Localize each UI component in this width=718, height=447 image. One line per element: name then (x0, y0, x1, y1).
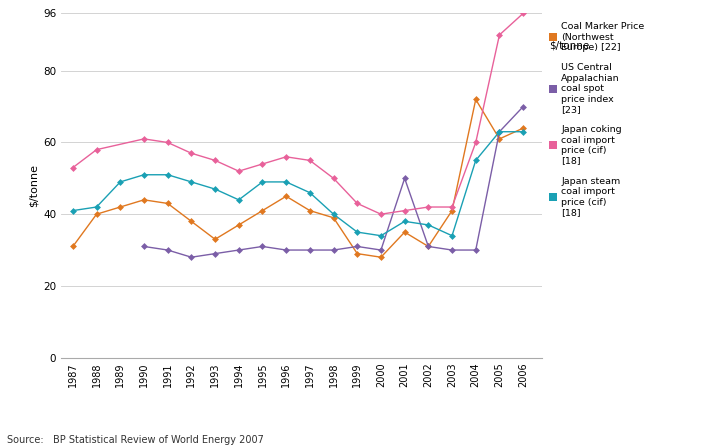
Japan coking
coal import
price (cif)
[18] (93, 147, 101, 152)
Japan steam
coal import
price (cif)
[18] (495, 129, 504, 135)
Japan steam
coal import
price (cif)
[18] (164, 172, 172, 177)
Coal Marker Price
(Northwest
Europe) [22] (306, 208, 314, 213)
US Central
Appalachian
coal spot
price index
[23] (211, 251, 220, 256)
Japan coking
coal import
price (cif)
[18] (69, 165, 78, 170)
Japan steam
coal import
price (cif)
[18] (306, 190, 314, 195)
Japan coking
coal import
price (cif)
[18] (424, 204, 433, 210)
Coal Marker Price
(Northwest
Europe) [22] (235, 222, 243, 228)
Japan coking
coal import
price (cif)
[18] (448, 204, 457, 210)
US Central
Appalachian
coal spot
price index
[23] (164, 247, 172, 253)
Japan coking
coal import
price (cif)
[18] (353, 201, 362, 206)
Japan coking
coal import
price (cif)
[18] (187, 151, 196, 156)
Japan coking
coal import
price (cif)
[18] (495, 32, 504, 38)
Japan steam
coal import
price (cif)
[18] (69, 208, 78, 213)
Japan steam
coal import
price (cif)
[18] (187, 179, 196, 185)
Coal Marker Price
(Northwest
Europe) [22] (472, 97, 480, 102)
Japan steam
coal import
price (cif)
[18] (353, 229, 362, 235)
US Central
Appalachian
coal spot
price index
[23] (187, 254, 196, 260)
US Central
Appalachian
coal spot
price index
[23] (353, 244, 362, 249)
Japan steam
coal import
price (cif)
[18] (116, 179, 125, 185)
Japan coking
coal import
price (cif)
[18] (519, 11, 528, 16)
US Central
Appalachian
coal spot
price index
[23] (235, 247, 243, 253)
Line: Japan steam
coal import
price (cif)
[18]: Japan steam coal import price (cif) [18] (70, 129, 526, 238)
US Central
Appalachian
coal spot
price index
[23] (377, 247, 386, 253)
Japan coking
coal import
price (cif)
[18] (211, 158, 220, 163)
US Central
Appalachian
coal spot
price index
[23] (306, 247, 314, 253)
Coal Marker Price
(Northwest
Europe) [22] (258, 208, 267, 213)
Japan steam
coal import
price (cif)
[18] (424, 222, 433, 228)
Japan coking
coal import
price (cif)
[18] (472, 140, 480, 145)
Coal Marker Price
(Northwest
Europe) [22] (424, 244, 433, 249)
Japan coking
coal import
price (cif)
[18] (330, 176, 338, 181)
Japan coking
coal import
price (cif)
[18] (140, 136, 149, 142)
Japan steam
coal import
price (cif)
[18] (519, 129, 528, 135)
Coal Marker Price
(Northwest
Europe) [22] (140, 197, 149, 202)
US Central
Appalachian
coal spot
price index
[23] (472, 247, 480, 253)
US Central
Appalachian
coal spot
price index
[23] (282, 247, 291, 253)
Japan steam
coal import
price (cif)
[18] (93, 204, 101, 210)
Line: US Central
Appalachian
coal spot
price index
[23]: US Central Appalachian coal spot price i… (141, 104, 526, 260)
US Central
Appalachian
coal spot
price index
[23] (424, 244, 433, 249)
Japan steam
coal import
price (cif)
[18] (448, 233, 457, 238)
US Central
Appalachian
coal spot
price index
[23] (448, 247, 457, 253)
Coal Marker Price
(Northwest
Europe) [22] (164, 201, 172, 206)
Line: Coal Marker Price
(Northwest
Europe) [22]: Coal Marker Price (Northwest Europe) [22… (70, 97, 526, 260)
US Central
Appalachian
coal spot
price index
[23] (330, 247, 338, 253)
Coal Marker Price
(Northwest
Europe) [22] (448, 208, 457, 213)
Japan coking
coal import
price (cif)
[18] (401, 208, 409, 213)
Coal Marker Price
(Northwest
Europe) [22] (495, 136, 504, 142)
US Central
Appalachian
coal spot
price index
[23] (401, 176, 409, 181)
Coal Marker Price
(Northwest
Europe) [22] (377, 254, 386, 260)
Japan coking
coal import
price (cif)
[18] (282, 154, 291, 160)
Coal Marker Price
(Northwest
Europe) [22] (93, 211, 101, 217)
Japan steam
coal import
price (cif)
[18] (282, 179, 291, 185)
Japan coking
coal import
price (cif)
[18] (164, 140, 172, 145)
US Central
Appalachian
coal spot
price index
[23] (519, 104, 528, 110)
US Central
Appalachian
coal spot
price index
[23] (495, 129, 504, 135)
Japan coking
coal import
price (cif)
[18] (258, 161, 267, 167)
Coal Marker Price
(Northwest
Europe) [22] (401, 229, 409, 235)
Japan steam
coal import
price (cif)
[18] (258, 179, 267, 185)
Japan steam
coal import
price (cif)
[18] (377, 233, 386, 238)
Text: $/tonne: $/tonne (549, 40, 589, 50)
Coal Marker Price
(Northwest
Europe) [22] (282, 194, 291, 199)
Coal Marker Price
(Northwest
Europe) [22] (353, 251, 362, 256)
US Central
Appalachian
coal spot
price index
[23] (258, 244, 267, 249)
Japan steam
coal import
price (cif)
[18] (330, 211, 338, 217)
Japan coking
coal import
price (cif)
[18] (235, 169, 243, 174)
Coal Marker Price
(Northwest
Europe) [22] (116, 204, 125, 210)
Japan steam
coal import
price (cif)
[18] (140, 172, 149, 177)
Japan coking
coal import
price (cif)
[18] (377, 211, 386, 217)
Japan steam
coal import
price (cif)
[18] (235, 197, 243, 202)
Japan steam
coal import
price (cif)
[18] (401, 219, 409, 224)
Japan steam
coal import
price (cif)
[18] (472, 158, 480, 163)
Coal Marker Price
(Northwest
Europe) [22] (69, 244, 78, 249)
Coal Marker Price
(Northwest
Europe) [22] (211, 236, 220, 242)
Y-axis label: $/tonne: $/tonne (29, 164, 39, 207)
Coal Marker Price
(Northwest
Europe) [22] (519, 126, 528, 131)
Japan coking
coal import
price (cif)
[18] (306, 158, 314, 163)
Text: Source:   BP Statistical Review of World Energy 2007: Source: BP Statistical Review of World E… (7, 435, 264, 445)
Coal Marker Price
(Northwest
Europe) [22] (330, 215, 338, 220)
Japan steam
coal import
price (cif)
[18] (211, 186, 220, 192)
Coal Marker Price
(Northwest
Europe) [22] (187, 219, 196, 224)
US Central
Appalachian
coal spot
price index
[23] (140, 244, 149, 249)
Line: Japan coking
coal import
price (cif)
[18]: Japan coking coal import price (cif) [18… (70, 11, 526, 217)
Legend: Coal Marker Price
(Northwest
Europe) [22], US Central
Appalachian
coal spot
pric: Coal Marker Price (Northwest Europe) [22… (547, 20, 646, 219)
